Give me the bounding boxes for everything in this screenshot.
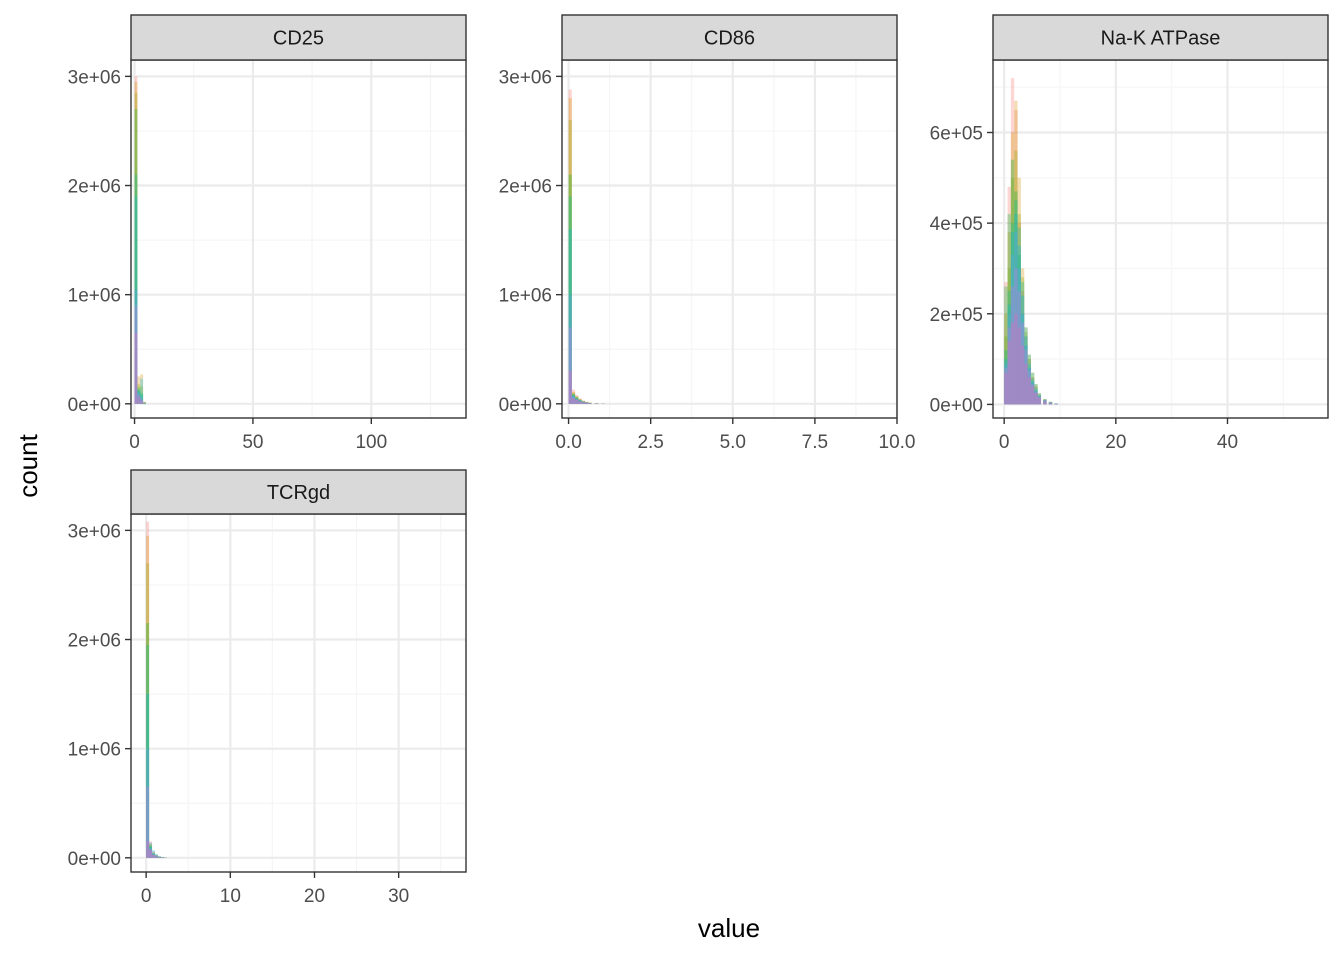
y-tick-label: 1e+06 — [68, 286, 121, 307]
histogram-bar — [135, 333, 138, 404]
x-tick-label: 100 — [355, 432, 387, 453]
histogram-bar — [569, 371, 572, 404]
panel-background — [993, 60, 1328, 418]
histogram-bar — [572, 398, 575, 403]
y-tick-label: 3e+06 — [68, 67, 121, 88]
y-axis-title: count — [13, 433, 43, 497]
histogram-bar — [149, 850, 152, 858]
x-tick-label: 7.5 — [802, 432, 828, 453]
histogram-bar — [1018, 327, 1021, 404]
y-tick-label: 1e+06 — [499, 286, 552, 307]
histogram-bar — [1008, 341, 1011, 404]
facet-tcrgd-panel: TCRgd 0 10 20 30 0e+00 1e+06 2e+06 3e+06 — [68, 470, 466, 907]
histogram-bar — [588, 403, 591, 404]
y-tick-label: 2e+06 — [68, 631, 121, 652]
y-tick-label: 3e+06 — [68, 521, 121, 542]
panel-background — [131, 514, 466, 872]
histogram-bar — [1011, 323, 1014, 405]
y-tick-label: 1e+06 — [68, 740, 121, 761]
histogram-bar — [146, 841, 149, 857]
facet-cd86-panel: CD86 0.0 2.5 5.0 7.5 10.0 0e+00 1e+06 2e+06 3e+06 — [499, 15, 916, 453]
histogram-bar — [140, 401, 143, 404]
histogram-bar — [1038, 398, 1041, 405]
panel-background — [562, 60, 897, 418]
histogram-bar — [1004, 373, 1007, 405]
x-tick-label: 2.5 — [637, 432, 663, 453]
x-tick-label: 40 — [1217, 432, 1238, 453]
histogram-bar — [585, 403, 588, 404]
facet-na-k-atpase-panel: Na-K ATPase 0 20 40 0e+00 2e+05 4e+05 6e+05 — [930, 15, 1328, 453]
histogram-bar — [582, 402, 585, 404]
histogram-bar — [578, 401, 581, 403]
histogram-bar — [1049, 403, 1052, 404]
y-tick-label: 0e+00 — [68, 849, 121, 870]
panel-background — [131, 60, 466, 418]
x-tick-label: 10 — [220, 886, 241, 907]
facet-strip-label: CD86 — [704, 28, 755, 50]
x-tick-label: 5.0 — [720, 432, 746, 453]
histogram-bar — [1031, 386, 1034, 404]
histogram-bar — [152, 855, 155, 858]
histogram-bar — [1024, 364, 1027, 405]
y-tick-label: 2e+06 — [499, 177, 552, 198]
facet-strip-label: CD25 — [273, 28, 324, 50]
facet-cd25-panel: CD25 0 50 100 0e+00 1e+06 2e+06 3e+06 — [68, 15, 466, 453]
x-axis-title: value — [698, 913, 760, 943]
x-tick-label: 50 — [242, 432, 263, 453]
x-tick-label: 20 — [304, 886, 325, 907]
histogram-bar — [1043, 401, 1046, 405]
histogram-bar — [155, 857, 158, 858]
y-tick-label: 0e+00 — [930, 395, 983, 416]
y-tick-label: 0e+00 — [68, 395, 121, 416]
x-tick-label: 0 — [999, 432, 1010, 453]
histogram-bar — [137, 397, 140, 404]
facet-strip-label: TCRgd — [267, 482, 330, 504]
histogram-bar — [1014, 314, 1017, 405]
x-tick-label: 0 — [129, 432, 140, 453]
y-tick-label: 3e+06 — [499, 67, 552, 88]
histogram-bar — [1034, 393, 1037, 404]
y-tick-label: 2e+05 — [930, 305, 983, 326]
histogram-bar — [575, 400, 578, 404]
y-tick-label: 6e+05 — [930, 124, 983, 145]
y-tick-label: 4e+05 — [930, 214, 983, 235]
histogram-bar — [158, 857, 161, 858]
histogram-bar — [1028, 377, 1031, 404]
x-tick-label: 0 — [141, 886, 152, 907]
y-tick-label: 2e+06 — [68, 177, 121, 198]
x-tick-label: 0.0 — [555, 432, 581, 453]
y-tick-label: 0e+00 — [499, 395, 552, 416]
x-tick-label: 10.0 — [879, 432, 916, 453]
facet-strip-label: Na-K ATPase — [1101, 28, 1221, 50]
x-tick-label: 20 — [1105, 432, 1126, 453]
x-tick-label: 30 — [388, 886, 409, 907]
histogram-bar — [1021, 345, 1024, 404]
